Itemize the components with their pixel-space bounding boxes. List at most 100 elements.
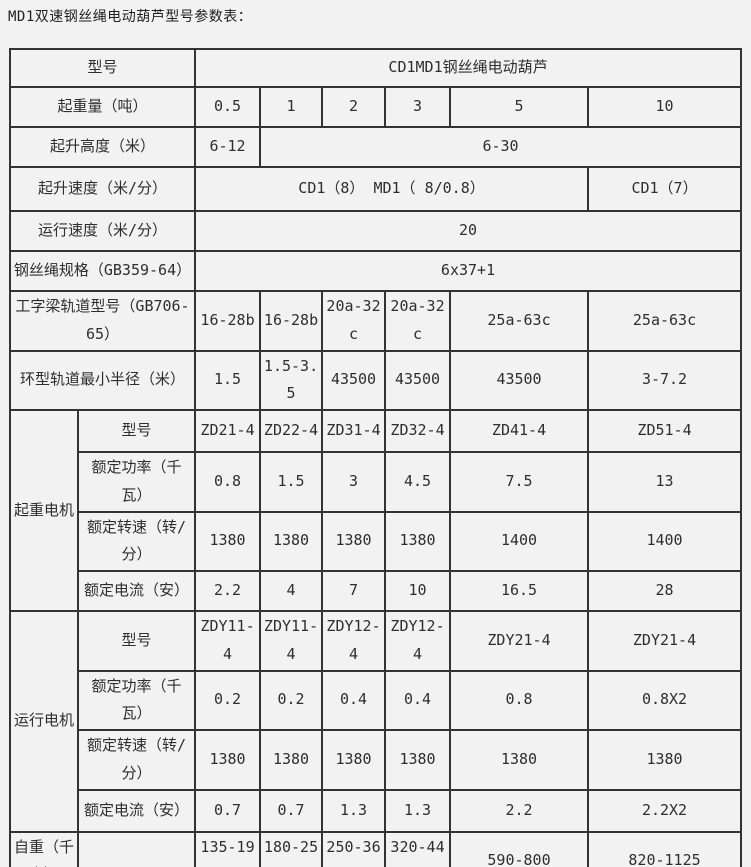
row-model-label: 型号 xyxy=(8,48,197,88)
cell-travelm-current-0: 0.7 xyxy=(194,788,262,833)
cell-travelm-speed-2: 1380 xyxy=(321,729,387,791)
hoist-motor-row2-label: 额定转速（转/分） xyxy=(76,510,197,572)
cell-hoist-power-4: 7.5 xyxy=(449,451,590,513)
cell-travelm-power-2: 0.4 xyxy=(321,669,387,731)
cell-weight-0: 135-195 xyxy=(194,830,262,867)
cell-hoist-speed-1: 1380 xyxy=(259,510,324,572)
cell-hoist-speed-5: 1400 xyxy=(587,510,743,572)
travel-motor-group-label: 运行电机 xyxy=(9,610,79,833)
cell-hoist-current-3: 10 xyxy=(384,570,452,612)
cell-travelm-speed-4: 1380 xyxy=(449,729,590,791)
cell-ring-radius-0: 1.5 xyxy=(194,349,262,411)
row-capacity: 起重量（吨） 0.5 1 2 3 5 10 xyxy=(8,86,743,128)
row-ring-radius-label: 环型轨道最小半径（米） xyxy=(8,349,197,411)
cell-hoist-power-2: 3 xyxy=(321,451,387,513)
row-lift-height: 起升高度（米） 6-12 6-30 xyxy=(8,126,743,168)
hoist-motor-row1-label: 额定功率（千瓦） xyxy=(76,451,197,513)
cell-hoist-power-1: 1.5 xyxy=(259,451,324,513)
cell-ibeam-0: 16-28b xyxy=(194,290,262,352)
cell-hoist-model-4: ZD41-4 xyxy=(449,409,590,453)
cell-lift-height-rest: 6-30 xyxy=(259,126,743,168)
cell-travel-speed: 20 xyxy=(194,210,743,252)
row-lift-speed-label: 起升速度（米/分） xyxy=(8,166,197,212)
cell-hoist-current-0: 2.2 xyxy=(194,570,262,612)
cell-travelm-power-5: 0.8X2 xyxy=(587,669,743,731)
cell-travelm-current-1: 0.7 xyxy=(259,788,324,833)
cell-weight-2: 250-360 xyxy=(321,830,387,867)
cell-hoist-current-2: 7 xyxy=(321,570,387,612)
cell-travelm-power-0: 0.2 xyxy=(194,669,262,731)
row-travel-speed: 运行速度（米/分） 20 xyxy=(8,210,743,252)
cell-hoist-speed-4: 1400 xyxy=(449,510,590,572)
cell-travelm-model-5: ZDY21-4 xyxy=(587,610,743,672)
cell-travelm-model-1: ZDY11-4 xyxy=(259,610,324,672)
cell-travelm-current-5: 2.2X2 xyxy=(587,788,743,833)
cell-capacity-4: 5 xyxy=(449,86,590,128)
cell-travelm-speed-3: 1380 xyxy=(384,729,452,791)
cell-hoist-model-1: ZD22-4 xyxy=(259,409,324,453)
cell-capacity-3: 3 xyxy=(384,86,452,128)
cell-travelm-power-1: 0.2 xyxy=(259,669,324,731)
cell-hoist-speed-3: 1380 xyxy=(384,510,452,572)
cell-ring-radius-2: 43500 xyxy=(321,349,387,411)
cell-ibeam-3: 20a-32c xyxy=(384,290,452,352)
cell-ibeam-1: 16-28b xyxy=(259,290,324,352)
row-weight: 自重（千克） 135-195 180-255 250-360 320-440 5… xyxy=(9,830,743,867)
row-capacity-label: 起重量（吨） xyxy=(8,86,197,128)
cell-hoist-power-5: 13 xyxy=(587,451,743,513)
page-title: MD1双速钢丝绳电动葫芦型号参数表： xyxy=(8,9,253,25)
row-weight-empty-cell xyxy=(76,830,197,867)
row-model-value: CD1MD1钢丝绳电动葫芦 xyxy=(194,48,743,88)
row-ring-radius: 环型轨道最小半径（米） 1.5 1.5-3.5 43500 43500 4350… xyxy=(8,349,743,411)
cell-lift-speed-last: CD1（7） xyxy=(587,166,743,212)
cell-travelm-speed-1: 1380 xyxy=(259,729,324,791)
spec-table: 型号 CD1MD1钢丝绳电动葫芦 起重量（吨） 0.5 1 2 3 5 10 起… xyxy=(8,48,743,867)
cell-travelm-model-0: ZDY11-4 xyxy=(194,610,262,672)
cell-hoist-current-5: 28 xyxy=(587,570,743,612)
cell-ring-radius-4: 43500 xyxy=(449,349,590,411)
cell-weight-5: 820-1125 xyxy=(587,830,743,867)
travel-motor-row2-label: 额定转速（转/分） xyxy=(76,729,197,791)
hoist-motor-row3-label: 额定电流（安） xyxy=(76,570,197,612)
row-rope-spec: 钢丝绳规格（GB359-64） 6x37+1 xyxy=(8,250,743,292)
cell-ibeam-5: 25a-63c xyxy=(587,290,743,352)
cell-rope-spec: 6x37+1 xyxy=(194,250,743,292)
row-weight-label: 自重（千克） xyxy=(9,830,79,867)
cell-hoist-speed-0: 1380 xyxy=(194,510,262,572)
cell-travelm-power-4: 0.8 xyxy=(449,669,590,731)
row-hoist-motor-speed: 额定转速（转/分） 1380 1380 1380 1380 1400 1400 xyxy=(10,510,743,572)
cell-hoist-power-0: 0.8 xyxy=(194,451,262,513)
row-hoist-motor-current: 额定电流（安） 2.2 4 7 10 16.5 28 xyxy=(10,570,743,612)
cell-travelm-current-2: 1.3 xyxy=(321,788,387,833)
cell-travelm-power-3: 0.4 xyxy=(384,669,452,731)
cell-ring-radius-1: 1.5-3.5 xyxy=(259,349,324,411)
cell-travelm-current-4: 2.2 xyxy=(449,788,590,833)
cell-capacity-2: 2 xyxy=(321,86,387,128)
row-rope-spec-label: 钢丝绳规格（GB359-64） xyxy=(8,250,197,292)
cell-hoist-model-3: ZD32-4 xyxy=(384,409,452,453)
row-travel-motor-power: 额定功率（千瓦） 0.2 0.2 0.4 0.4 0.8 0.8X2 xyxy=(10,669,743,731)
cell-ring-radius-5: 3-7.2 xyxy=(587,349,743,411)
cell-hoist-model-2: ZD31-4 xyxy=(321,409,387,453)
hoist-motor-row0-label: 型号 xyxy=(76,409,197,453)
cell-ibeam-2: 20a-32c xyxy=(321,290,387,352)
row-travel-motor-model: 运行电机 型号 ZDY11-4 ZDY11-4 ZDY12-4 ZDY12-4 … xyxy=(9,610,743,833)
cell-lift-speed-main: CD1（8） MD1（ 8/0.8） xyxy=(194,166,590,212)
cell-lift-height-first: 6-12 xyxy=(194,126,262,168)
row-hoist-motor-model: 起重电机 型号 ZD21-4 ZD22-4 ZD31-4 ZD32-4 ZD41… xyxy=(9,409,743,612)
cell-capacity-0: 0.5 xyxy=(194,86,262,128)
cell-hoist-current-4: 16.5 xyxy=(449,570,590,612)
cell-hoist-model-5: ZD51-4 xyxy=(587,409,743,453)
cell-weight-4: 590-800 xyxy=(449,830,590,867)
cell-ibeam-4: 25a-63c xyxy=(449,290,590,352)
cell-travelm-model-4: ZDY21-4 xyxy=(449,610,590,672)
row-travel-motor-speed: 额定转速（转/分） 1380 1380 1380 1380 1380 1380 xyxy=(10,729,743,791)
cell-capacity-1: 1 xyxy=(259,86,324,128)
travel-motor-row1-label: 额定功率（千瓦） xyxy=(76,669,197,731)
cell-travelm-current-3: 1.3 xyxy=(384,788,452,833)
cell-travelm-model-3: ZDY12-4 xyxy=(384,610,452,672)
cell-travelm-model-2: ZDY12-4 xyxy=(321,610,387,672)
cell-weight-3: 320-440 xyxy=(384,830,452,867)
cell-hoist-power-3: 4.5 xyxy=(384,451,452,513)
